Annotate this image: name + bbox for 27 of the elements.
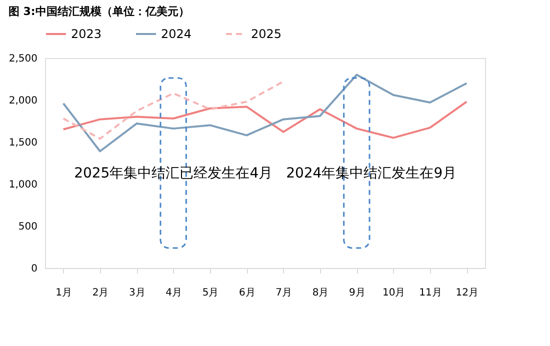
legend-label: 2023 <box>71 27 102 41</box>
legend-label: 2025 <box>251 27 282 41</box>
x-tick-label: 12月 <box>456 288 479 298</box>
chart-title: 图 3:中国结汇规模（单位：亿美元） <box>8 5 190 18</box>
x-tick-label: 6月 <box>238 288 256 298</box>
y-tick-label: 1,000 <box>8 180 38 190</box>
x-tick-label: 8月 <box>312 288 329 298</box>
annotation: 2025年集中结汇已经发生在4月 <box>74 166 273 182</box>
y-tick-label: 2,500 <box>8 54 38 64</box>
y-tick-label: 2,000 <box>8 96 38 106</box>
line-series <box>62 74 468 152</box>
x-tick-label: 9月 <box>348 288 366 298</box>
x-tick-label: 10月 <box>382 288 406 298</box>
y-tick-label: 500 <box>18 222 38 232</box>
annotation: 2024年集中结汇发生在9月 <box>286 166 457 182</box>
legend-label: 2024 <box>161 27 192 41</box>
y-tick-label: 1,500 <box>8 138 38 148</box>
x-tick-label: 1月 <box>56 288 72 298</box>
x-tick-label: 2月 <box>92 288 109 298</box>
x-tick-label: 4月 <box>166 288 182 298</box>
x-tick-label: 3月 <box>128 288 146 298</box>
y-tick-label: 0 <box>31 264 38 274</box>
line-series <box>62 100 468 139</box>
x-tick-label: 11月 <box>419 288 442 298</box>
line-series <box>62 80 284 140</box>
x-tick-label: 7月 <box>276 288 292 298</box>
x-tick-label: 5月 <box>202 288 219 298</box>
